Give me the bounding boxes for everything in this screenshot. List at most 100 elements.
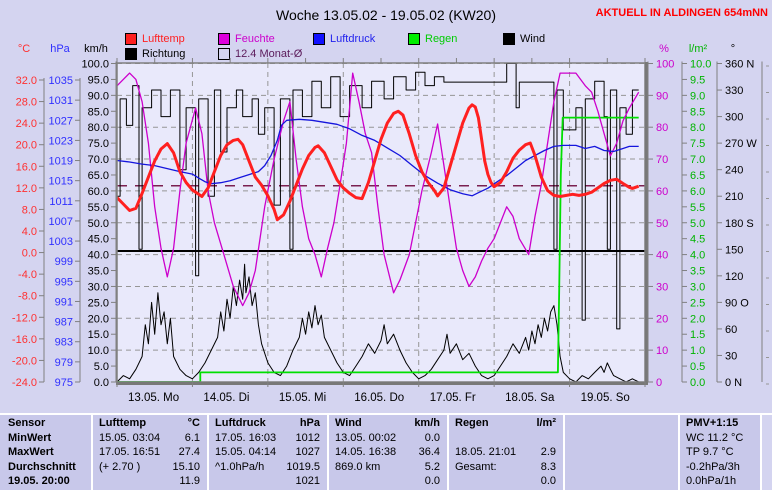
axis-tick-label: 70 [656, 154, 668, 166]
column-separator [327, 415, 329, 490]
axis-tick-label: 50.0 [88, 218, 109, 230]
axis-d2: d [761, 61, 763, 382]
axis-tick-label: 1.5 [690, 329, 705, 341]
cell-value: 1021 [295, 475, 320, 487]
axis-tick-label: 330 [725, 85, 743, 97]
cell-text: 869.0 km [335, 460, 381, 473]
axis-tick-label: 45.0 [88, 234, 109, 246]
cell-value: 11.9 [179, 475, 200, 487]
axis-tick-label: 90 O [725, 297, 749, 309]
cell-value: 0.0 [540, 475, 556, 487]
axis-tick-label: 95.0 [88, 74, 109, 86]
axis-tick-label: 60 [656, 186, 668, 198]
legend-swatch-icon [218, 32, 230, 45]
legend-label: Feuchte [235, 32, 275, 45]
axis-tick-label: 55.0 [88, 202, 109, 214]
axis-dir: 360 N 330 300 270 W 240 210 180 S 150 120 90 O 60 3… [716, 43, 757, 389]
cell-value: 0.0 [424, 431, 440, 444]
axis-tick-label: 35.0 [88, 266, 109, 278]
cell-value: 36.4 [418, 446, 440, 458]
row-label: MinWert [8, 431, 52, 444]
legend-label: 12.4 Monat-Ø [235, 47, 303, 60]
axis-tick-label: 30 [725, 350, 737, 362]
axis-tick-label: 32.0 [16, 75, 37, 87]
cell-value: 8.3 [540, 460, 556, 473]
axis-tick-label: 4.0 [22, 226, 37, 238]
axis-tick-label: 80.0 [88, 122, 109, 134]
axis-tick-label: 9.5 [690, 74, 705, 86]
axis-tick-label: 2.5 [690, 297, 705, 309]
series-wind [116, 263, 639, 383]
axis-tick-label: -12.0 [12, 312, 37, 324]
cell-value: 1019.5 [286, 460, 320, 473]
x-tick-label: 13.05. Mo [128, 392, 179, 404]
column-separator [678, 415, 680, 490]
axis-tick-label: 9.0 [690, 90, 705, 102]
axis-tick-label: 28.0 [16, 97, 37, 109]
legend-item-12-4-monat-: 12.4 Monat-Ø [218, 47, 302, 60]
axis-tick-label: 80 [656, 122, 668, 134]
axis-tick-label: 975 [55, 377, 73, 389]
column-header: Wind [335, 417, 362, 429]
axis-tick-label: 30 [656, 281, 668, 293]
column-separator [207, 415, 209, 490]
axis-tick-label: 2.0 [690, 313, 705, 325]
axis-tick-label: 300 [725, 112, 743, 124]
axis-tick-label: 1031 [49, 95, 73, 107]
axis-tick-label: 85.0 [88, 106, 109, 118]
cell-text: Gesamt: [455, 460, 497, 473]
cell-text: 18.05. 21:01 [455, 446, 517, 458]
axis-tick-label: 10.0 [690, 59, 711, 71]
axis-tick-label: 999 [55, 256, 73, 268]
cell-value: 5.2 [424, 460, 440, 473]
axis-tick-label: 6.0 [690, 186, 705, 198]
series-feuchte [116, 72, 640, 307]
axis-tick-label: 240 [725, 165, 743, 177]
axis-tick-label: 1023 [49, 135, 73, 147]
axis-tick-label: 4.0 [690, 250, 705, 262]
legend-label: Richtung [142, 47, 186, 60]
axis-tick-label: 983 [55, 337, 73, 349]
axis-tick-label: 40 [656, 250, 668, 262]
axis-tick-label: 1035 [49, 75, 73, 87]
cropped-axis-d [766, 65, 771, 385]
legend-swatch-icon [408, 32, 420, 45]
table-column-regen: Regen l/m² 18.05. 21:01 2.9 Gesamt: 8.3 0.0 [449, 415, 563, 490]
table-separator [0, 413, 772, 415]
axis-tick-label: 0.0 [94, 377, 109, 389]
weather-week-chart: 13.05. Mo 14.05. Di 15.05. Mi 16.05. Do 17.0… [12, 43, 771, 404]
axis-tick-label: 100.0 [81, 59, 109, 71]
axis-tick-label: 16.0 [16, 161, 37, 173]
axis-tick-label: 991 [55, 296, 73, 308]
legend-swatch-icon [313, 32, 325, 45]
row-label: 19.05. 20:00 [8, 475, 70, 487]
axis-tick-label: 0 [656, 377, 662, 389]
axis-tick-label: 150 [725, 244, 743, 256]
axis-unit-label: °C [18, 43, 30, 55]
cell-value: 6.1 [184, 431, 200, 444]
table-column-luftdruck: Luftdruck hPa 17.05. 16:03 1012 15.05. 04:14… [209, 415, 327, 490]
axis-tick-label: 210 [725, 191, 743, 203]
axis-tick-label: 987 [55, 317, 73, 329]
column-separator [760, 415, 762, 490]
axis-tick-label: 1019 [49, 156, 73, 168]
axis-unit-label: l/m² [689, 43, 708, 55]
legend-label: Lufttemp [142, 32, 185, 45]
row-label: Durchschnitt [8, 460, 76, 473]
axis-unit-label: ° [731, 43, 735, 55]
cell-text: 17.05. 16:51 [99, 446, 161, 458]
axis-tick-label: 5.0 [690, 218, 705, 230]
axis-tick-label: 50 [656, 218, 668, 230]
axis-tick-label: -24.0 [12, 377, 37, 389]
axis-tick-label: 20.0 [88, 313, 109, 325]
column-separator [91, 415, 93, 490]
axis-tick-label: 360 N [725, 59, 754, 71]
axis-unit-label: hPa [50, 43, 70, 55]
axis-tick-label: 20.0 [16, 140, 37, 152]
axis-tick-label: -16.0 [12, 334, 37, 346]
current-location-banner: AKTUELL IN ALDINGEN 654mNN [595, 7, 768, 19]
legend-label: Regen [425, 32, 458, 45]
axis-tick-label: 1.0 [690, 345, 705, 357]
